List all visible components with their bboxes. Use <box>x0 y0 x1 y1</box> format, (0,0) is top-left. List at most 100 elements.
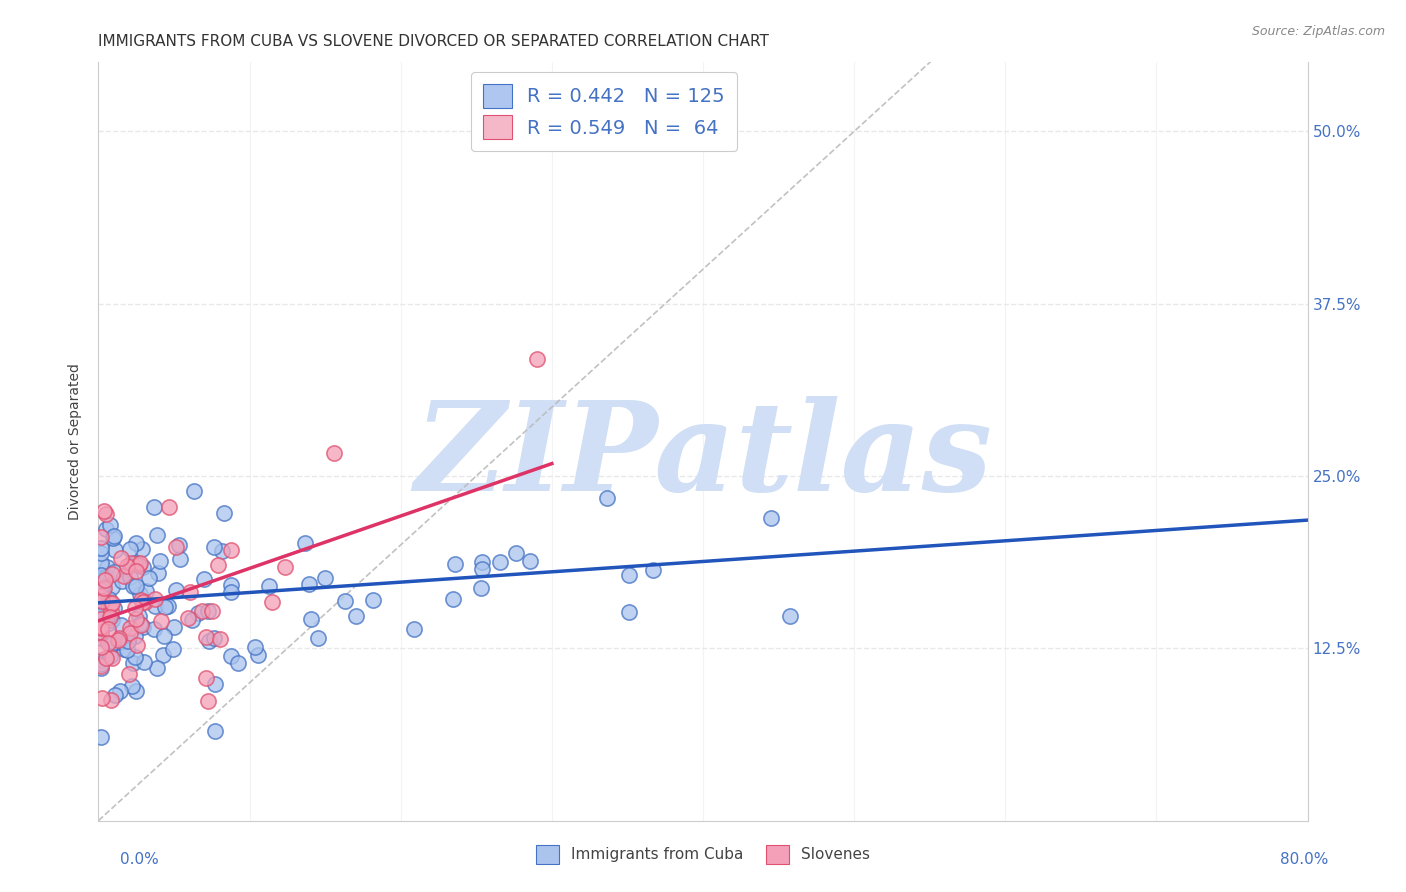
Point <box>128 587 150 601</box>
Point <box>96 522 118 536</box>
Point <box>208 632 231 647</box>
Point <box>124 600 146 615</box>
Point <box>163 620 186 634</box>
Point <box>100 649 122 664</box>
Point <box>120 569 142 583</box>
Point <box>146 661 169 675</box>
Point <box>145 528 167 542</box>
Point <box>104 689 127 703</box>
Point <box>94 573 117 587</box>
Point <box>294 536 316 550</box>
Point <box>779 609 801 624</box>
Point <box>100 597 122 611</box>
Point <box>153 599 176 614</box>
Point <box>101 613 124 627</box>
Point <box>134 595 156 609</box>
Point <box>90 568 112 582</box>
Point <box>165 582 187 597</box>
Text: 80.0%: 80.0% <box>1281 852 1329 867</box>
Point <box>108 684 131 698</box>
Point <box>489 556 512 570</box>
Point <box>135 584 157 599</box>
Point <box>187 606 209 620</box>
Point <box>90 607 112 622</box>
Point <box>90 661 112 675</box>
Point <box>505 546 527 560</box>
Point <box>197 604 219 618</box>
Point <box>190 604 212 618</box>
Point <box>90 569 112 583</box>
Point <box>104 543 127 558</box>
Point <box>122 656 145 670</box>
Point <box>100 596 122 610</box>
Point <box>120 556 142 570</box>
Point <box>179 585 201 599</box>
Point <box>132 655 155 669</box>
Point <box>201 604 224 618</box>
Point <box>118 667 141 681</box>
Point <box>124 565 146 579</box>
Point <box>194 630 217 644</box>
Point <box>90 658 112 673</box>
Point <box>183 483 205 498</box>
Point <box>94 507 117 521</box>
Point <box>202 631 225 645</box>
Point <box>91 588 114 602</box>
Point <box>100 692 122 706</box>
Point <box>143 599 166 613</box>
Point <box>100 609 122 624</box>
Point <box>117 633 139 648</box>
Point <box>132 560 155 574</box>
Point <box>167 538 190 552</box>
Point <box>143 592 166 607</box>
Point <box>596 491 619 505</box>
Point <box>152 629 174 643</box>
Point <box>93 581 115 595</box>
Point <box>211 543 233 558</box>
Text: ZIPatlas: ZIPatlas <box>413 396 993 517</box>
Point <box>181 613 204 627</box>
Point <box>115 559 138 574</box>
Point <box>100 604 122 618</box>
Text: IMMIGRANTS FROM CUBA VS SLOVENE DIVORCED OR SEPARATED CORRELATION CHART: IMMIGRANTS FROM CUBA VS SLOVENE DIVORCED… <box>98 34 769 49</box>
Point <box>128 609 150 624</box>
Point <box>110 617 132 632</box>
Point <box>162 642 184 657</box>
Point <box>90 731 112 745</box>
Point <box>124 650 146 665</box>
Point <box>103 565 125 579</box>
Point <box>91 691 114 706</box>
Point <box>759 511 782 525</box>
Point <box>132 595 155 609</box>
Point <box>117 643 139 657</box>
Point <box>108 634 131 648</box>
Point <box>323 446 346 460</box>
Point <box>219 584 242 599</box>
Point <box>132 620 155 634</box>
Point <box>90 640 112 654</box>
Point <box>101 567 124 582</box>
Point <box>112 641 135 656</box>
Point <box>90 546 112 560</box>
Point <box>90 652 112 666</box>
Point <box>274 559 297 574</box>
Point <box>90 556 112 570</box>
Point <box>169 552 191 566</box>
Point <box>124 557 146 571</box>
Point <box>617 568 640 582</box>
Point <box>470 555 492 569</box>
Point <box>98 592 121 607</box>
Point <box>124 536 146 550</box>
Point <box>262 595 284 609</box>
Point <box>90 621 112 635</box>
Point <box>101 636 124 650</box>
Point <box>94 570 117 584</box>
Point <box>90 573 112 587</box>
Point <box>125 683 148 698</box>
Point <box>259 579 281 593</box>
Point <box>90 631 112 645</box>
Point <box>125 579 148 593</box>
Point <box>120 558 142 573</box>
Point <box>131 541 153 556</box>
Point <box>90 568 112 582</box>
